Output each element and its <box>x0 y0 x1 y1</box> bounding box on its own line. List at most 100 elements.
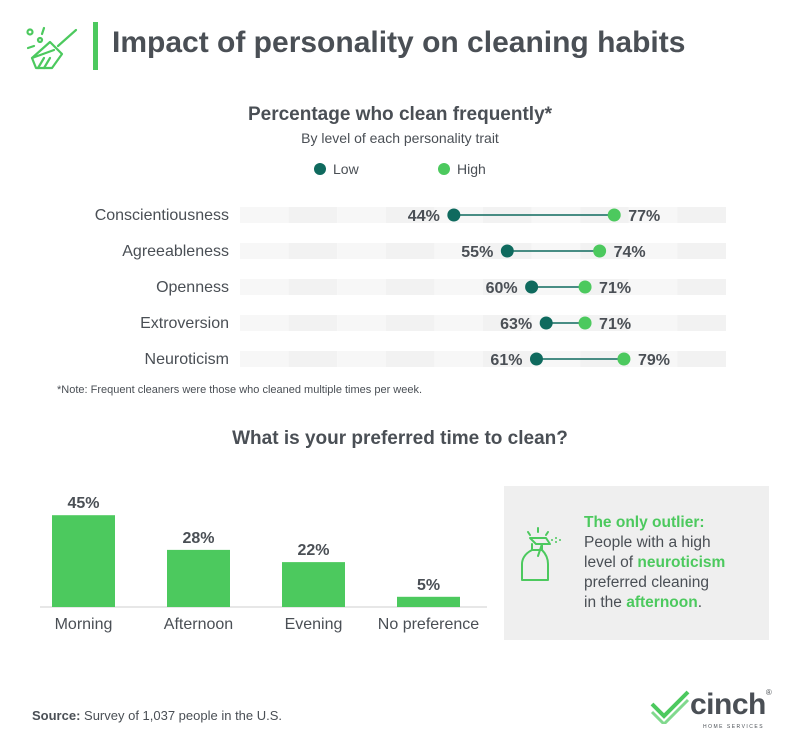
legend-low-label: Low <box>333 161 359 177</box>
dumbbell-chart-subtitle: By level of each personality trait <box>301 130 499 146</box>
track-segment <box>337 351 386 367</box>
track-segment <box>580 279 629 295</box>
cinch-logo-wordmark: cinch® <box>690 688 772 722</box>
track-segment <box>337 207 386 223</box>
legend-item-high: High <box>438 161 486 177</box>
callout-line-3: preferred cleaning <box>584 574 709 591</box>
track-segment <box>677 315 726 331</box>
source-text: Survey of 1,037 people in the U.S. <box>80 708 283 723</box>
bar <box>52 515 115 607</box>
low-value-label: 60% <box>486 280 518 297</box>
track-segment <box>240 207 289 223</box>
source-note: Source: Survey of 1,037 people in the U.… <box>32 708 282 723</box>
high-value-label: 71% <box>599 280 631 297</box>
track-segment <box>240 279 289 295</box>
track-segment <box>337 243 386 259</box>
high-point <box>617 352 631 366</box>
chart-note: *Note: Frequent cleaners were those who … <box>57 384 423 396</box>
bar-value-label: 45% <box>67 495 99 512</box>
dumbbell-chart-title: Percentage who clean frequently* <box>247 104 553 125</box>
track-segment <box>240 351 289 367</box>
low-point <box>447 208 461 222</box>
bar-chart: 45% Morning 28% Afternoon 22% Evening 5% No pre… <box>40 495 487 633</box>
track-segment <box>337 315 386 331</box>
high-value-label: 71% <box>599 316 631 333</box>
track-segment <box>288 279 338 295</box>
title-accent-bar <box>93 22 98 70</box>
high-point <box>607 208 621 222</box>
low-point <box>525 280 539 294</box>
track-segment <box>434 243 483 259</box>
track-segment <box>434 315 483 331</box>
high-value-label: 74% <box>614 244 646 261</box>
cinch-logo-check-icon <box>650 690 690 724</box>
callout-line-4-post: . <box>697 594 703 611</box>
track-segment <box>288 315 338 331</box>
page-title: Impact of personality on cleaning habits <box>112 26 686 59</box>
cinch-logo-subtitle: HOME SERVICES <box>703 724 765 730</box>
bar <box>167 549 230 607</box>
callout-text: The only outlier: People with a high lev… <box>584 513 764 613</box>
high-point <box>593 244 607 258</box>
track-segment <box>434 351 483 367</box>
track-segment <box>288 207 338 223</box>
category-label: Conscientiousness <box>95 207 229 224</box>
high-value-label: 79% <box>638 352 670 369</box>
legend-item-low: Low <box>314 161 359 177</box>
legend-high-label: High <box>457 161 486 177</box>
bar-category-label: Evening <box>285 616 343 633</box>
track-segment <box>677 279 726 295</box>
track-segment <box>385 351 435 367</box>
high-point <box>578 316 592 330</box>
track-segment <box>677 207 726 223</box>
low-point <box>539 316 553 330</box>
registered-mark: ® <box>765 688 772 697</box>
bar <box>282 562 345 607</box>
category-label: Extroversion <box>140 315 229 332</box>
category-label: Neuroticism <box>145 351 229 368</box>
track-segment <box>240 315 289 331</box>
cinch-logo-word: cinch <box>690 688 766 721</box>
high-point <box>578 280 592 294</box>
high-value-label: 77% <box>628 208 660 225</box>
bar-value-label: 28% <box>182 530 214 547</box>
track-segment <box>628 279 678 295</box>
category-label: Agreeableness <box>122 243 229 260</box>
bar-category-label: Afternoon <box>164 616 233 633</box>
bar-category-label: Morning <box>55 616 113 633</box>
track-segment <box>434 279 483 295</box>
track-segment <box>677 351 726 367</box>
callout-line-4-pre: in the <box>584 594 627 611</box>
low-value-label: 55% <box>461 244 493 261</box>
low-value-label: 44% <box>408 208 440 225</box>
callout-heading: The only outlier: <box>584 514 705 531</box>
track-segment <box>580 315 629 331</box>
track-segment <box>385 243 435 259</box>
bar-value-label: 22% <box>297 542 329 559</box>
callout-highlight-afternoon: afternoon <box>626 594 698 611</box>
callout-highlight-neuroticism: neuroticism <box>637 554 726 571</box>
bar-category-label: No preference <box>378 616 479 633</box>
bar <box>397 596 460 607</box>
track-segment <box>628 243 678 259</box>
source-label: Source: <box>32 708 81 723</box>
low-point <box>529 352 543 366</box>
track-segment <box>288 351 338 367</box>
broom-icon <box>26 26 78 70</box>
track-segment <box>628 351 678 367</box>
track-segment <box>385 279 435 295</box>
spray-bottle-icon <box>521 527 561 581</box>
outlier-callout: The only outlier: People with a high lev… <box>504 486 769 640</box>
track-segment <box>288 243 338 259</box>
track-segment <box>628 315 678 331</box>
callout-line-2-pre: level of <box>584 554 638 571</box>
track-segment <box>483 351 532 367</box>
track-segment <box>240 243 289 259</box>
low-point <box>500 244 514 258</box>
bar-value-label: 5% <box>417 577 440 594</box>
dumbbell-chart: Conscientiousness 44% 77% Agreeableness 55% 7… <box>95 207 726 369</box>
category-label: Openness <box>156 279 229 296</box>
low-value-label: 63% <box>500 316 532 333</box>
low-value-label: 61% <box>490 352 522 369</box>
track-segment <box>483 315 532 331</box>
